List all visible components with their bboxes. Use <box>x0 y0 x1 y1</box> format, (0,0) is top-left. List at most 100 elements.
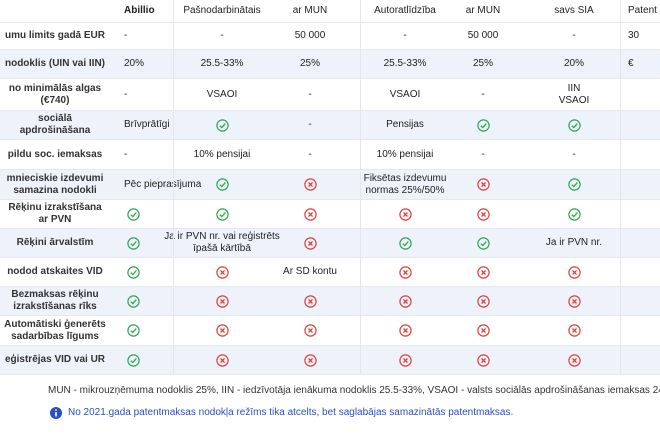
cell: 25.5-33% <box>383 58 427 69</box>
cell: 50 000 <box>467 29 499 41</box>
divider <box>173 0 174 375</box>
cell <box>162 111 282 139</box>
check-icon <box>127 353 140 367</box>
cross-icon <box>476 353 490 367</box>
info-note: No 2021.gada patentmaksas nodokļa režīms… <box>68 407 514 418</box>
cell: 10% pensijai <box>193 148 251 160</box>
cross-icon <box>398 207 412 221</box>
cell: Pensijas <box>386 119 424 130</box>
check-icon <box>127 207 140 221</box>
cell: 20% <box>563 58 584 69</box>
cell <box>162 287 282 315</box>
cell: Brīvprātīgi <box>124 119 170 130</box>
check-icon <box>127 324 140 337</box>
cross-icon <box>215 294 229 308</box>
table-row: Rēķinu izrakstīšana ar PVN <box>0 200 660 229</box>
cross-icon <box>303 207 317 221</box>
cell: - <box>403 29 407 41</box>
cell: Ja ir PVN nr. <box>545 237 603 248</box>
row-label: mnieciskie izdevumi samazina nodokli <box>6 172 104 196</box>
cell <box>360 316 450 345</box>
cell <box>534 170 614 199</box>
check-icon <box>398 236 412 250</box>
cell: Pēc pieprasījuma <box>124 178 202 190</box>
check-icon <box>215 118 229 132</box>
cell: ar MUN <box>465 5 501 16</box>
footnote: MUN - mikrouzņēmuma nodoklis 25%, IIN - … <box>48 385 660 396</box>
cell <box>443 258 523 286</box>
cell: - <box>308 119 312 130</box>
cell <box>162 200 282 228</box>
row-label: nodod atskaites VID <box>7 266 103 277</box>
table-row: pildu soc. iemaksas - 10% pensijai - 10% pen… <box>0 140 660 170</box>
cell <box>360 346 450 374</box>
table-row: sociālā apdrošināšana Brīvprātīgi - Pensija… <box>0 111 660 140</box>
cell: - <box>481 88 485 100</box>
cell <box>534 200 614 228</box>
cross-icon <box>303 324 317 337</box>
cell: savs SIA <box>554 5 594 16</box>
cell: Ja ir PVN nr. vai reģistrēts īpašā kārtī… <box>164 231 280 254</box>
check-icon <box>567 178 581 191</box>
cell: 50 000 <box>294 29 326 41</box>
cell <box>360 200 450 228</box>
cross-icon <box>567 294 581 308</box>
cell <box>443 316 523 345</box>
cross-icon <box>476 294 490 308</box>
cell: Autoratlīdzība <box>374 5 436 16</box>
cell: - <box>220 29 224 41</box>
cross-icon <box>215 324 229 337</box>
cell: 25% <box>472 58 493 69</box>
check-icon <box>127 294 140 308</box>
cell: ar MUN <box>292 5 328 16</box>
cell: IIN VSAOI <box>534 79 614 110</box>
cell: - <box>308 88 312 100</box>
row-label: Rēķini ārvalstīm <box>16 237 94 248</box>
cross-icon <box>215 265 229 279</box>
cell: - <box>572 29 576 41</box>
cell <box>162 346 282 374</box>
table-row: nodoklis (UIN vai IIN) 20% 25.5-33% 25% 25.5… <box>0 50 660 79</box>
cell <box>534 346 614 374</box>
cell: - <box>481 148 485 160</box>
table-row: Bezmaksas rēķinu izrakstīšanas rīks <box>0 287 660 316</box>
cell <box>124 200 204 228</box>
cell <box>124 229 204 257</box>
cross-icon <box>303 294 317 308</box>
cell <box>270 170 350 199</box>
cell <box>443 170 523 199</box>
row-label: sociālā apdrošināšana <box>19 113 91 136</box>
check-icon <box>476 118 490 132</box>
check-icon <box>476 236 490 250</box>
cell <box>124 316 204 345</box>
cross-icon <box>215 353 229 367</box>
cell <box>443 229 523 257</box>
cell <box>443 111 523 139</box>
cell <box>270 316 350 345</box>
cross-icon <box>476 324 490 337</box>
cell: Ar SD kontu <box>283 266 337 277</box>
cell: Pašnodarbinātais <box>183 5 261 16</box>
cell <box>124 346 204 374</box>
cross-icon <box>567 324 581 337</box>
cell <box>360 258 450 286</box>
cell: - <box>124 29 128 41</box>
cell <box>360 229 450 257</box>
divider <box>360 0 361 375</box>
cross-icon <box>398 353 412 367</box>
header-row: Abillio Pašnodarbinātais ar MUN Autoratlīdz… <box>0 0 660 23</box>
row-label: no minimālās algas (€740) <box>8 82 102 106</box>
row-label: nodoklis (UIN vai IIN) <box>4 58 105 69</box>
cross-icon <box>398 294 412 308</box>
cross-icon <box>476 178 490 191</box>
table-row: umu limits gadā EUR - - 50 000 - 50 000 - 30 <box>0 22 660 50</box>
check-icon <box>567 207 581 221</box>
cell <box>162 316 282 345</box>
cell <box>443 200 523 228</box>
cell: - <box>124 148 128 160</box>
row-label: Bezmaksas rēķinu izrakstīšanas rīks <box>11 289 99 312</box>
row-label: eģistrējas VID vai UR <box>4 354 106 365</box>
cell <box>270 229 350 257</box>
cross-icon <box>398 265 412 279</box>
